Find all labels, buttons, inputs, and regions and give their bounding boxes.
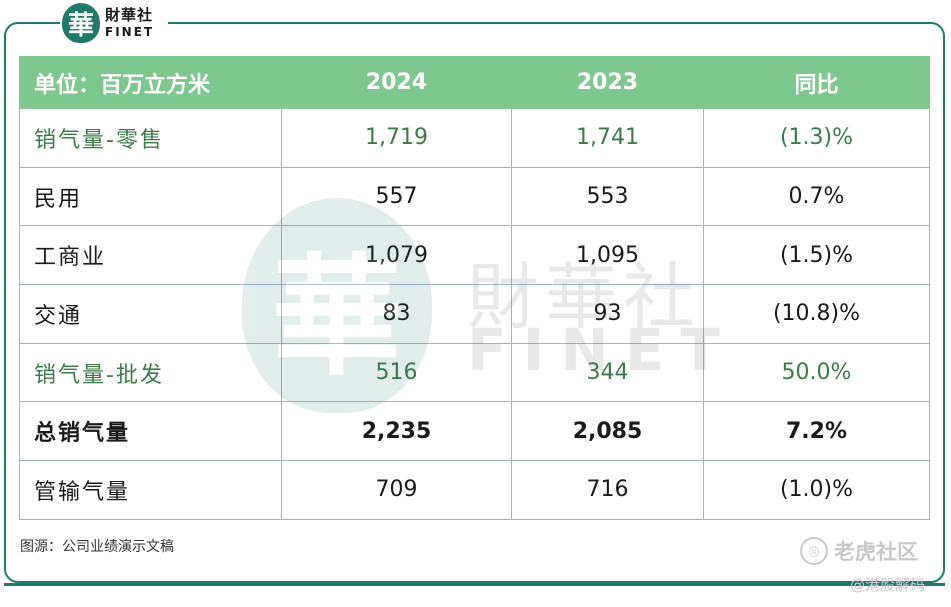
finet-seal-icon: 華 — [62, 3, 100, 43]
row-label: 销气量-批发 — [19, 342, 282, 403]
cell-2023: 1,741 — [511, 108, 704, 168]
cell-2024: 516 — [281, 342, 512, 403]
header-2024: 2024 — [281, 56, 512, 109]
table-row: 交通 83 93 (10.8)% — [19, 284, 930, 344]
finet-logo: 華 財華社 FINET — [60, 2, 168, 44]
table-row: 工商业 1,079 1,095 (1.5)% — [19, 225, 930, 286]
cell-2024: 1,079 — [281, 225, 512, 286]
cell-2023: 2,085 — [511, 401, 704, 462]
table-header-row: 单位：百万立方米 2024 2023 同比 — [19, 56, 930, 109]
header-yoy: 同比 — [703, 56, 930, 109]
bottom-rule — [4, 583, 945, 586]
row-label: 销气量-零售 — [19, 108, 282, 168]
cell-2024: 1,719 — [281, 108, 512, 168]
cell-2024: 83 — [281, 284, 512, 344]
cell-2024: 557 — [281, 166, 512, 227]
tiger-community-watermark: ◎ 老虎社区 — [800, 536, 918, 566]
table-row: 管输气量 709 716 (1.0)% — [19, 460, 930, 520]
table-row: 民用 557 553 0.7% — [19, 166, 930, 227]
table-row-total: 总销气量 2,235 2,085 7.2% — [19, 401, 930, 462]
cell-2024: 709 — [281, 460, 512, 520]
cell-yoy: (10.8)% — [703, 284, 930, 344]
row-label: 工商业 — [19, 225, 282, 286]
logo-text: 財華社 FINET — [105, 6, 155, 39]
cell-2024: 2,235 — [281, 401, 512, 462]
cell-yoy: (1.0)% — [703, 460, 930, 520]
cell-yoy: (1.5)% — [703, 225, 930, 286]
row-label: 交通 — [19, 284, 282, 344]
cell-yoy: 50.0% — [703, 342, 930, 403]
header-unit: 单位：百万立方米 — [19, 56, 282, 109]
header-2023: 2023 — [511, 56, 704, 109]
cell-yoy: 0.7% — [703, 166, 930, 227]
cell-yoy: 7.2% — [703, 401, 930, 462]
cell-2023: 93 — [511, 284, 704, 344]
cell-2023: 716 — [511, 460, 704, 520]
table-row: 销气量-零售 1,719 1,741 (1.3)% — [19, 108, 930, 168]
gas-volume-table: 单位：百万立方米 2024 2023 同比 销气量-零售 1,719 1,741… — [19, 56, 930, 520]
cell-yoy: (1.3)% — [703, 108, 930, 168]
cell-2023: 553 — [511, 166, 704, 227]
source-note: 图源：公司业绩演示文稿 — [20, 539, 174, 555]
cell-2023: 344 — [511, 342, 704, 403]
row-label: 民用 — [19, 166, 282, 227]
row-label: 总销气量 — [19, 401, 282, 462]
cell-2023: 1,095 — [511, 225, 704, 286]
tiger-site-name: 老虎社区 — [834, 540, 918, 564]
logo-name-cn: 財華社 — [105, 6, 154, 24]
tiger-icon: ◎ — [800, 537, 828, 565]
row-label: 管输气量 — [19, 460, 282, 520]
table-row: 销气量-批发 516 344 50.0% — [19, 342, 930, 403]
logo-name-en: FINET — [105, 25, 155, 39]
user-tag: @港股解码 — [850, 576, 926, 594]
